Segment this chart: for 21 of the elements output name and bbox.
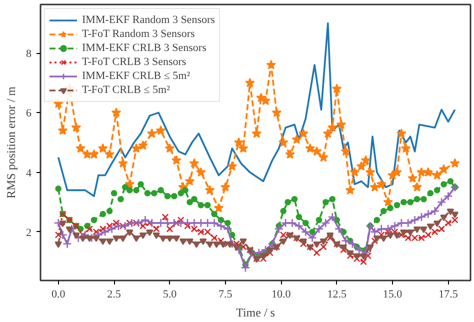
y-tick-label: 6 <box>26 108 32 120</box>
legend-label: IMM-EKF Random 3 Sensors <box>82 13 215 27</box>
legend-label: T-FoT Random 3 Sensors <box>82 27 195 41</box>
x-tick-label: 12.5 <box>327 288 347 300</box>
line-series <box>57 22 456 198</box>
x-tick-label: 5.0 <box>162 288 178 300</box>
legend-label: IMM-EKF CRLB ≤ 5m² <box>82 69 190 83</box>
y-tick-label: 4 <box>26 167 32 180</box>
legend-label: IMM-EKF CRLB 3 Sensors <box>82 41 206 55</box>
x-tick-label: 0.0 <box>51 288 66 300</box>
x-tick-label: 17.5 <box>438 288 458 300</box>
x-tick-label: 15.0 <box>382 288 403 300</box>
x-tick-label: 7.5 <box>218 288 233 300</box>
legend-label: T-FoT CRLB ≤ 5m² <box>82 83 170 97</box>
x-tick-label: 10.0 <box>271 288 292 300</box>
y-tick-label: 8 <box>26 48 32 60</box>
legend-label: T-FoT CRLB 3 Sensors <box>82 55 186 69</box>
y-tick-label: 2 <box>26 226 32 239</box>
x-axis-title: Time / s <box>236 306 276 320</box>
y-axis-title: RMS position error / m <box>4 86 18 198</box>
x-tick-label: 2.5 <box>107 288 122 300</box>
